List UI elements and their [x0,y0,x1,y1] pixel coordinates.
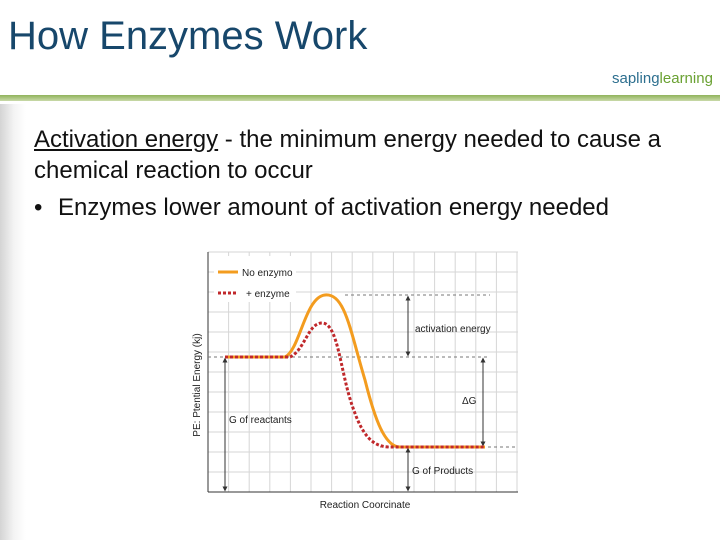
annotation: ΔG [462,396,477,407]
arrows [222,295,486,492]
term: Activation energy [34,126,219,153]
logo-left: sapling [612,70,660,87]
bullet: Enzymes lower amount of activation energ… [58,192,714,223]
legend-box [214,256,296,302]
header-rule [0,95,720,101]
legend-label: + enzyme [246,289,290,300]
annotation: G of reactants [229,415,292,426]
logo: saplinglearning [612,70,713,87]
curve-no-enzyme [225,293,485,449]
annotation: G of Products [412,466,473,477]
definition-text: - the minimum energy needed to cause a c… [34,126,662,184]
definition: Activation energy - the minimum energy n… [34,124,714,186]
x-axis-label: Reaction Coorcinate [320,500,411,511]
bullets: Enzymes lower amount of activation energ… [34,192,714,223]
annotation: activation energy [415,324,491,335]
slide-title: How Enzymes Work [8,14,368,58]
curve-enzyme [225,321,485,449]
legend-label: No enzymo [242,268,293,279]
energy-diagram: No enzymo + enzyme activation energy ΔG … [178,245,523,517]
logo-right: learning [659,70,713,87]
y-axis-label: PE: Ptential Energy (kj) [192,333,203,436]
slide-body: Activation energy - the minimum energy n… [34,124,714,223]
